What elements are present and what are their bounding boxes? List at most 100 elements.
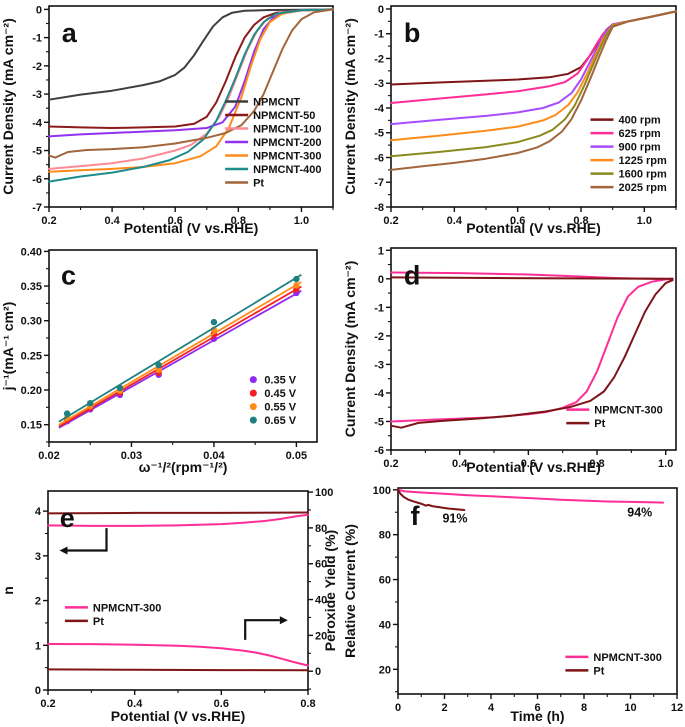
y-tick-label: -3 [374, 359, 384, 371]
x-tick-label: 0.2 [383, 215, 398, 227]
series-line-NPMCNT-300 [397, 488, 665, 504]
panel-f: 0 2 4 6 8 10 12 20 40 60 80 100 Time (h) Relative Cur… [342, 485, 683, 724]
fit-line-0.65 V [58, 274, 302, 423]
y2-tick-label: 0 [315, 666, 321, 678]
x-tick-label: 0.8 [573, 215, 588, 227]
series-line-900 rpm [390, 10, 677, 126]
y2-tick-label: 40 [315, 595, 327, 607]
legend-label: NPMCNT-50 [253, 110, 315, 122]
plot-frame [390, 247, 677, 451]
right-axis-arrow [244, 619, 280, 640]
scatter-point [155, 366, 162, 374]
panel-a: 0.2 0.4 0.6 0.8 1.0 0 -1 -2 -3 -4 -5 -6 -7 Potential … [0, 4, 334, 236]
x-tick-label: 0 [395, 702, 401, 714]
legend-marker [249, 389, 257, 397]
y-tick-label: 2 [35, 596, 41, 608]
scatter-point [116, 384, 124, 392]
x-tick-label: 2 [441, 702, 447, 714]
y2-tick-label: 80 [315, 523, 327, 535]
y-tick-label: 0 [35, 685, 41, 697]
x-tick-label: 1.0 [294, 215, 309, 227]
series-line-NPMCNT-300 [390, 277, 674, 423]
y-tick-label: 0.20 [21, 385, 42, 397]
legend-label: Pt [93, 616, 104, 628]
legend-label: 900 rpm [619, 142, 661, 154]
y-tick-label: -8 [374, 202, 384, 214]
plot-frame [397, 487, 678, 695]
y-tick-label: 0 [36, 4, 42, 16]
x-tick-label: 0.6 [214, 698, 229, 710]
legend-label: 0.65 V [264, 415, 296, 427]
x-tick-label: 0.8 [300, 698, 315, 710]
annotation: 91% [442, 511, 467, 525]
y-tick-label: -3 [374, 78, 384, 90]
legend-label: 0.35 V [264, 375, 296, 387]
x-axis-title: Potential (V vs.RHE) [111, 708, 246, 724]
y-tick-label: 1 [378, 245, 384, 257]
y-tick-label: 1 [35, 640, 41, 652]
x-tick-label: 10 [624, 702, 636, 714]
x-tick-label: 0.04 [203, 450, 225, 462]
scatter-point [293, 275, 300, 283]
x-tick-label: 0.4 [452, 458, 468, 470]
x-tick-label: 0.02 [38, 450, 59, 462]
panel-c: 0.02 0.03 0.04 0.05 0.15 0.20 0.25 0.30 0.35 0.40… [0, 246, 318, 475]
x-tick-label: 0.4 [104, 215, 120, 227]
right-axis-arrow-head [279, 616, 288, 625]
panel-b: 0.2 0.4 0.6 0.8 1.0 0 -1 -2 -3 -4 -5 -6 -7 -8 Potentia… [342, 4, 677, 236]
y-tick-label: -6 [32, 174, 42, 186]
legend-label: 625 rpm [619, 128, 661, 140]
legend-label: 1225 rpm [619, 155, 668, 167]
y-tick-label: -4 [32, 117, 43, 129]
series-line-NPMCNT-400 [48, 8, 334, 183]
y-tick-label: -2 [374, 331, 384, 343]
y-tick-label: -5 [374, 416, 384, 428]
legend-label: Pt [594, 418, 605, 430]
y-tick-label: -5 [374, 128, 384, 140]
legend-marker [249, 416, 257, 424]
y-tick-label: -3 [32, 89, 42, 101]
legend-label: 0.55 V [264, 402, 296, 414]
series-line-curve-2 [47, 643, 309, 667]
y-tick-label: 60 [379, 575, 391, 587]
series-line-curve-3 [47, 668, 309, 672]
x-axis-title: ω⁻¹/²(rpm⁻¹/²) [139, 459, 228, 475]
panel-letter-a: a [62, 18, 78, 48]
y-tick-label: -1 [32, 33, 42, 45]
panel-letter-e: e [60, 503, 75, 533]
legend-label: 2025 rpm [619, 182, 668, 194]
y-tick-label: 0 [378, 274, 384, 286]
x-tick-label: 0.4 [127, 698, 143, 710]
y-tick-label: 0.40 [21, 246, 42, 258]
x-tick-label: 0.8 [589, 458, 604, 470]
y-tick-label: 0.35 [21, 281, 42, 293]
x-tick-label: 6 [534, 702, 540, 714]
x-axis-title: Time (h) [510, 708, 564, 724]
x-tick-label: 1.0 [658, 458, 673, 470]
y-tick-label: 3 [35, 551, 41, 563]
series-line-2025 rpm [390, 10, 677, 171]
x-tick-label: 0.6 [510, 215, 525, 227]
legend-label: NPMCNT-100 [253, 123, 321, 135]
y-tick-label: -6 [374, 445, 384, 457]
y-tick-label: -2 [374, 53, 384, 65]
y-axis-title: Current Density (mA cm⁻²) [342, 18, 358, 194]
legend-label: 400 rpm [619, 115, 661, 127]
series-line-NPMCNT [48, 8, 334, 101]
x-tick-label: 0.6 [168, 215, 183, 227]
x-tick-label: 12 [671, 702, 683, 714]
x-tick-label: 1.0 [637, 215, 652, 227]
x-tick-label: 0.03 [121, 450, 142, 462]
y-tick-label: 100 [373, 485, 391, 497]
x-axis-title: Potential (V vs.RHE) [466, 459, 601, 475]
y-tick-label: -4 [374, 103, 385, 115]
panel-letter-d: d [404, 260, 421, 290]
y-tick-label: 0 [378, 4, 384, 16]
legend-label: 1600 rpm [619, 169, 668, 181]
y-tick-label: -7 [374, 177, 384, 189]
series-line-Pt [397, 488, 466, 511]
series-line-NPMCNT-300 [47, 513, 309, 527]
annotation: 94% [627, 506, 652, 520]
x-tick-label: 0.2 [383, 458, 398, 470]
panel-letter-b: b [404, 18, 421, 48]
